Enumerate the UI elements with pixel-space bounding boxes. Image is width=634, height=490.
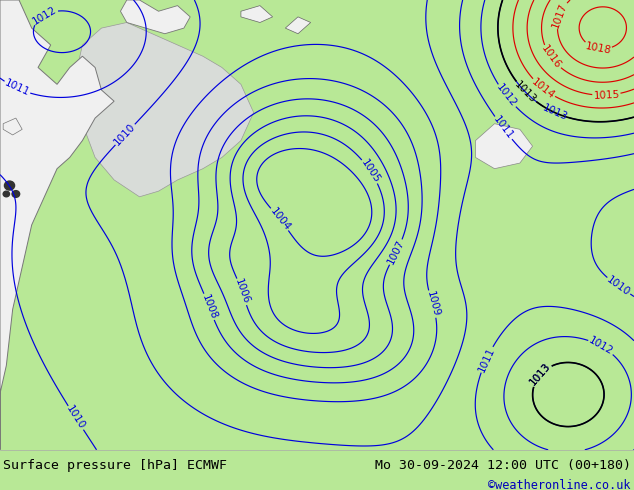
Circle shape — [4, 181, 15, 190]
Text: 1012: 1012 — [30, 4, 58, 26]
Polygon shape — [285, 17, 311, 34]
Text: 1005: 1005 — [359, 158, 382, 185]
Text: ©weatheronline.co.uk: ©weatheronline.co.uk — [488, 479, 631, 490]
Text: 1013: 1013 — [528, 361, 553, 388]
Text: 1018: 1018 — [584, 41, 612, 56]
Polygon shape — [120, 0, 190, 34]
Text: Surface pressure [hPa] ECMWF: Surface pressure [hPa] ECMWF — [3, 459, 227, 471]
Circle shape — [12, 191, 20, 197]
Polygon shape — [76, 23, 254, 197]
Text: 1010: 1010 — [605, 274, 632, 298]
Text: 1012: 1012 — [587, 335, 615, 357]
Text: 1006: 1006 — [233, 278, 251, 306]
Polygon shape — [3, 118, 22, 135]
Text: 1011: 1011 — [476, 345, 496, 373]
Text: 1007: 1007 — [386, 238, 406, 266]
Text: 1015: 1015 — [593, 90, 620, 100]
Text: 1017: 1017 — [550, 1, 569, 29]
Polygon shape — [0, 0, 114, 450]
Text: 1004: 1004 — [268, 206, 292, 233]
Text: 1011: 1011 — [491, 115, 515, 142]
Text: 1009: 1009 — [424, 290, 441, 318]
Text: 1010: 1010 — [112, 122, 138, 147]
Circle shape — [3, 191, 10, 197]
Text: 1016: 1016 — [540, 44, 563, 71]
Text: 1013: 1013 — [541, 103, 570, 123]
Polygon shape — [241, 5, 273, 23]
Text: Mo 30-09-2024 12:00 UTC (00+180): Mo 30-09-2024 12:00 UTC (00+180) — [375, 459, 631, 471]
Text: 1014: 1014 — [530, 76, 557, 100]
Text: 1008: 1008 — [200, 293, 219, 321]
Text: 1012: 1012 — [495, 82, 519, 109]
Text: 1013: 1013 — [513, 79, 538, 105]
Text: 1013: 1013 — [528, 361, 553, 388]
Text: 1011: 1011 — [3, 78, 31, 98]
Text: 1010: 1010 — [65, 404, 87, 432]
Polygon shape — [476, 123, 533, 169]
